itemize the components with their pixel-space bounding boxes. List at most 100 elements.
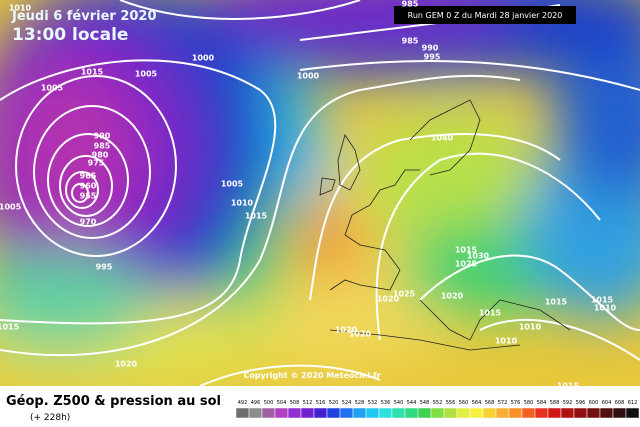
isobar-label: 1005 xyxy=(41,84,64,93)
isobar-label: 970 xyxy=(80,218,97,227)
colorbar-label: 520 xyxy=(329,400,339,406)
colorbar-cell xyxy=(573,407,588,419)
colorbar-label: 516 xyxy=(316,400,326,406)
time: 13:00 locale xyxy=(12,25,128,45)
copyright: Copyright © 2020 Meteociel.fr xyxy=(243,371,380,380)
isobar-label: 1015 xyxy=(0,323,20,332)
colorbar-cell xyxy=(352,407,367,419)
isobar-label: 1005 xyxy=(0,203,22,212)
colorbar-cell xyxy=(586,407,601,419)
isobar-label: 1015 xyxy=(545,298,568,307)
isobar-lines xyxy=(0,0,640,386)
colorbar-cell xyxy=(625,407,640,419)
colorbar-cell xyxy=(300,407,315,419)
isobar-label: 1030 xyxy=(467,252,490,261)
isobar-label: 995 xyxy=(96,263,113,272)
colorbar-label: 528 xyxy=(355,400,365,406)
isobar-label: 1000 xyxy=(297,72,320,81)
isobar-label: 965 xyxy=(80,172,97,181)
colorbar-label: 568 xyxy=(485,400,495,406)
colorbar-label: 560 xyxy=(459,400,469,406)
colorbar-label: 564 xyxy=(472,400,482,406)
colorbar-cell xyxy=(287,407,302,419)
colorbar-cell xyxy=(469,407,484,419)
isobar-label: 1005 xyxy=(135,70,158,79)
colorbar-label: 608 xyxy=(615,400,625,406)
colorbar-cell xyxy=(599,407,614,419)
colorbar-cell xyxy=(274,407,289,419)
run-box xyxy=(394,6,576,24)
isobar-label: 1025 xyxy=(393,290,416,299)
isobar-label: 985 xyxy=(94,142,111,151)
colorbar-cell xyxy=(313,407,328,419)
isobar-label: 1015 xyxy=(81,68,104,77)
colorbar-label: 508 xyxy=(290,400,300,406)
colorbar-label: 556 xyxy=(446,400,456,406)
isobar-label: 1015 xyxy=(245,212,268,221)
colorbar-cell xyxy=(430,407,445,419)
colorbar-cell xyxy=(612,407,627,419)
colorbar-label: 572 xyxy=(498,400,508,406)
colorbar-cell xyxy=(339,407,354,419)
isobar-label: 1010 xyxy=(9,4,32,13)
isobar-label: 990 xyxy=(422,44,439,53)
isobar-label: 1020 xyxy=(441,292,464,301)
colorbar-label: 492 xyxy=(238,400,248,406)
colorbar-cell xyxy=(534,407,549,419)
colorbar-cell xyxy=(261,407,276,419)
colorbar-cell xyxy=(456,407,471,419)
isobar-label: 1010 xyxy=(519,323,542,332)
isobar-label: 1015 xyxy=(479,309,502,318)
isobar-label: 1005 xyxy=(221,180,244,189)
isobar-label: 985 xyxy=(402,37,419,46)
colorbar-cell xyxy=(248,407,263,419)
isobar-label: 1010 xyxy=(594,304,617,313)
legend-title: Géop. Z500 & pression au sol xyxy=(6,394,221,409)
isobar-label: 995 xyxy=(424,53,441,62)
coastlines xyxy=(319,99,571,351)
isobar-label: 990 xyxy=(94,132,111,141)
colorbar-cell xyxy=(365,407,380,419)
colorbar-label: 588 xyxy=(550,400,560,406)
colorbar-cell xyxy=(482,407,497,419)
isobar-label: 980 xyxy=(92,151,109,160)
isobar-label: 1020 xyxy=(115,360,138,369)
colorbar-cell xyxy=(560,407,575,419)
isobar-label: 1040 xyxy=(431,134,454,143)
colorbar-cell xyxy=(378,407,393,419)
colorbar-label: 584 xyxy=(537,400,547,406)
colorbar-cell xyxy=(521,407,536,419)
isobar-label: 955 xyxy=(80,192,97,201)
colorbar-cell xyxy=(443,407,458,419)
isobar-label: 975 xyxy=(88,159,105,168)
isobar-label: 1020 xyxy=(349,330,372,339)
colorbar-label: 612 xyxy=(628,400,638,406)
colorbar-label: 540 xyxy=(394,400,404,406)
colorbar-label: 592 xyxy=(563,400,573,406)
colorbar: 492 496 500 504 508 512 516 520 524 528 532 536 540 5… xyxy=(235,400,640,419)
colorbar-label: 504 xyxy=(277,400,287,406)
field xyxy=(0,0,640,386)
date: Jeudi 6 février 2020 xyxy=(11,9,157,24)
isobar-label: 1020 xyxy=(335,326,358,335)
isobar-label: 1025 xyxy=(455,260,478,269)
colorbar-label: 596 xyxy=(576,400,586,406)
colorbar-label: 512 xyxy=(303,400,313,406)
isobar-label: 1015 xyxy=(591,296,614,305)
colorbar-cell xyxy=(508,407,523,419)
colorbar-label: 604 xyxy=(602,400,612,406)
colorbar-label: 552 xyxy=(433,400,443,406)
isobar-label: 1000 xyxy=(192,54,215,63)
run-info: Run GEM 0 Z du Mardi 28 janvier 2020 xyxy=(408,11,563,20)
colorbar-label: 600 xyxy=(589,400,599,406)
colorbar-label: 500 xyxy=(264,400,274,406)
isobar-label: 985 xyxy=(402,0,419,9)
colorbar-cell xyxy=(235,407,250,419)
colorbar-label: 524 xyxy=(342,400,352,406)
colorbar-label: 532 xyxy=(368,400,378,406)
colorbar-cell xyxy=(404,407,419,419)
colorbar-label: 580 xyxy=(524,400,534,406)
